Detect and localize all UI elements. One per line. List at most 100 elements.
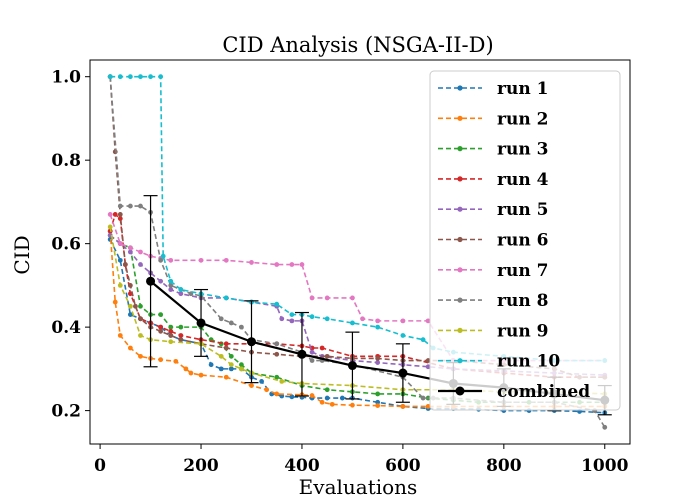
data-point	[117, 282, 123, 288]
legend-items: run 1 run 2 run 3 run 4 run 5 run 6 run 7 run 8…	[438, 79, 590, 402]
legend-swatch-marker	[457, 297, 463, 303]
data-point	[274, 341, 280, 347]
data-point	[324, 316, 330, 322]
legend-label: run 5	[497, 200, 548, 220]
legend-item: run 7	[438, 261, 548, 281]
data-point	[400, 318, 406, 324]
data-point	[239, 324, 244, 330]
data-point	[218, 366, 224, 372]
data-point	[138, 333, 143, 338]
data-point	[223, 257, 229, 263]
data-point	[107, 74, 113, 80]
data-point	[375, 403, 381, 408]
data-point	[274, 351, 280, 357]
data-point	[112, 212, 118, 217]
combined-point	[246, 337, 256, 347]
data-point	[420, 337, 426, 343]
data-point	[228, 320, 234, 326]
legend-swatch-marker	[457, 85, 463, 91]
x-tick-label: 800	[486, 456, 522, 476]
data-point	[289, 262, 295, 267]
data-point	[420, 395, 426, 401]
data-point	[188, 370, 194, 376]
y-tick-label: 1.0	[51, 68, 81, 88]
combined-point	[297, 349, 307, 359]
legend-swatch-marker	[457, 327, 463, 333]
data-point	[178, 287, 184, 292]
data-point	[208, 362, 214, 368]
legend-label: run 8	[497, 291, 548, 311]
data-point	[309, 358, 315, 363]
data-point	[324, 387, 330, 393]
data-point	[223, 374, 229, 380]
data-point	[168, 339, 174, 345]
legend-label: combined	[497, 382, 590, 402]
combined-point	[196, 318, 206, 328]
legend-swatch-marker	[457, 146, 463, 152]
legend-item: run 4	[438, 170, 549, 190]
data-point	[138, 203, 143, 209]
data-point	[160, 253, 166, 259]
legend-label: run 4	[497, 170, 549, 190]
data-point	[274, 301, 280, 307]
data-point	[178, 324, 184, 330]
data-point	[168, 257, 174, 263]
data-point	[309, 295, 315, 301]
data-point	[127, 245, 133, 251]
legend-swatch-marker	[457, 176, 463, 182]
y-tick-label: 0.6	[51, 235, 81, 255]
data-point	[324, 353, 330, 359]
data-point	[375, 360, 381, 366]
legend-item: combined	[438, 382, 590, 402]
legend-swatch-marker	[457, 206, 463, 212]
x-tick-label: 0	[94, 456, 106, 476]
legend-swatch-marker	[455, 386, 465, 396]
data-point	[183, 366, 189, 372]
data-point	[127, 203, 133, 209]
y-tick-label: 0.8	[51, 151, 81, 171]
data-point	[158, 328, 164, 334]
data-point	[375, 324, 381, 330]
legend-label: run 7	[497, 261, 548, 281]
legend-item: run 2	[438, 109, 548, 129]
data-point	[289, 312, 295, 318]
combined-point	[146, 276, 156, 286]
data-point	[127, 74, 133, 80]
data-point	[168, 333, 174, 338]
legend-frame	[429, 70, 621, 411]
data-point	[350, 295, 355, 301]
data-point	[158, 357, 164, 363]
combined-point	[398, 368, 408, 378]
y-tick-label: 0.2	[51, 402, 81, 422]
x-axis-label: Evaluations	[299, 475, 418, 499]
data-point	[223, 341, 229, 347]
data-point	[198, 372, 204, 378]
data-point	[168, 324, 174, 330]
data-point	[425, 404, 431, 409]
data-point	[375, 356, 381, 361]
data-point	[138, 303, 143, 309]
data-point	[319, 399, 325, 405]
data-point	[309, 314, 315, 320]
chart-title: CID Analysis (NSGA-II-D)	[222, 33, 493, 57]
y-axis: 0.2 0.4 0.6 0.8 1.0	[51, 68, 90, 422]
combined-point	[347, 361, 357, 371]
y-axis-label: CID	[10, 235, 34, 274]
data-point	[117, 333, 123, 338]
data-point	[375, 399, 381, 405]
data-point	[178, 337, 184, 343]
data-point	[279, 316, 285, 322]
data-point	[375, 318, 381, 324]
data-point	[173, 358, 179, 364]
data-point	[249, 383, 254, 388]
data-point	[107, 224, 113, 230]
data-point	[158, 278, 164, 284]
data-point	[138, 262, 143, 267]
data-point	[239, 362, 244, 368]
legend-label: run 3	[497, 140, 548, 160]
data-point	[228, 366, 234, 372]
data-point	[158, 312, 164, 318]
data-point	[127, 282, 133, 288]
legend-item: run 9	[438, 321, 548, 341]
